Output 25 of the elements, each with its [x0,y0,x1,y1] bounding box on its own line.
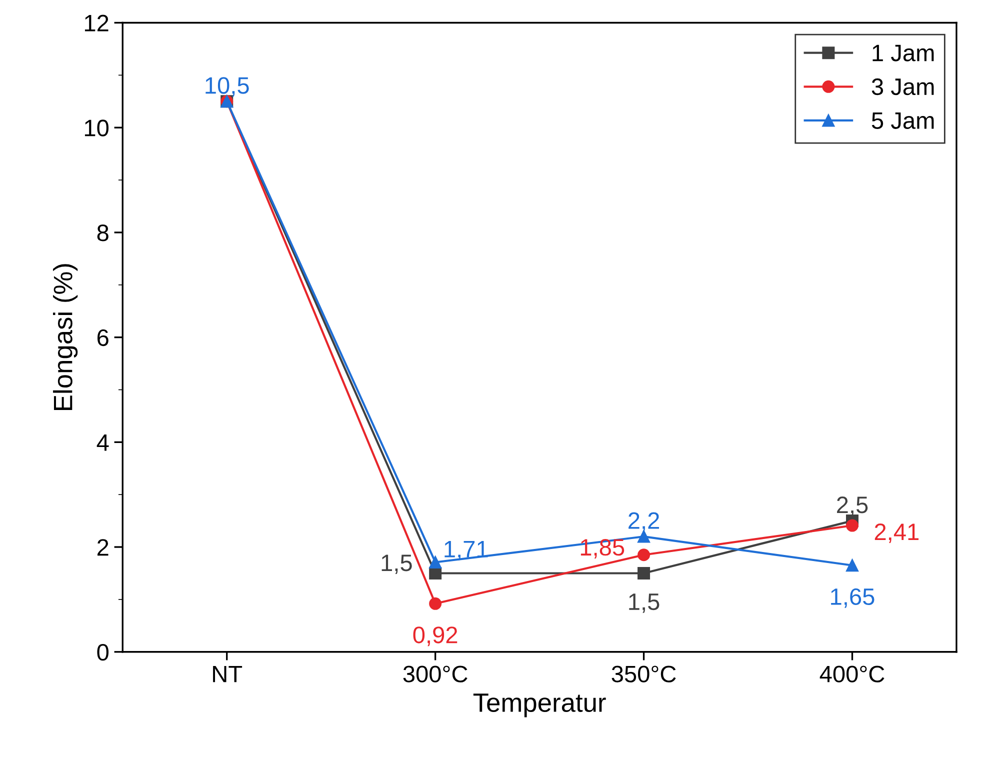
y-tick-label: 8 [97,224,108,242]
data-label: 2,5 [837,496,868,516]
y-tick-label: 10 [84,120,109,136]
x-tick-label: 300°C [403,666,468,682]
data-label: 1,5 [629,594,660,613]
x-axis-title: Temperatur [473,694,606,718]
legend-label: 5 Jam [872,112,934,129]
y-tick-label: 2 [97,539,108,556]
x-tick-label: NT [213,666,242,682]
legend-label: 1 Jam [872,44,934,62]
x-tick-label: 400°C [820,666,884,682]
x-tick-label: 350°C [612,666,676,682]
data-label: 2,2 [628,512,660,532]
data-label: 0,92 [413,626,458,646]
y-tick-label: 4 [96,434,109,451]
data-label: 2,41 [874,523,919,543]
data-label: 1,5 [382,554,412,574]
legend-label: 3 Jam [872,78,934,96]
data-label: 10,5 [206,77,249,97]
y-tick-label: 6 [98,329,108,346]
y-axis-title: Elongasi (%) [53,264,78,410]
y-tick-label: 12 [84,14,108,32]
data-label: 1,65 [831,588,874,608]
data-label: 1,85 [580,538,624,558]
y-tick-label: 0 [97,644,109,661]
